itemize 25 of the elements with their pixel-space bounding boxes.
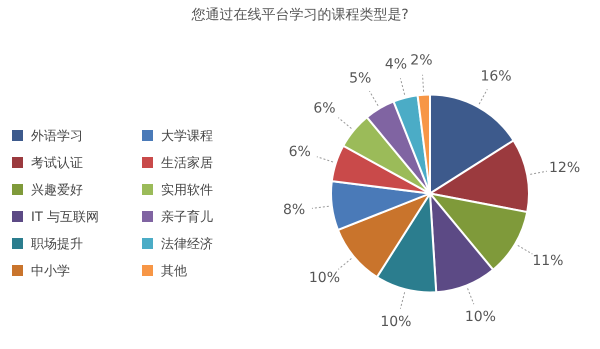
legend-label: 法律经济 [161,236,213,252]
legend-label: IT 与互联网 [31,208,99,226]
data-label: 12% [549,160,580,176]
data-label: 10% [380,314,412,330]
data-label: 8% [282,202,306,218]
legend-label: 实用软件 [161,182,213,198]
data-label: 6% [313,100,336,116]
legend-label: 生活家居 [161,154,213,172]
legend-label: 亲子育儿 [161,208,213,226]
data-label: 6% [288,144,311,160]
data-label: 2% [410,52,433,68]
data-label: 11% [532,252,564,269]
legend-label: 兴趣爱好 [31,182,83,198]
chart-title: 您通过在线平台学习的课程类型是? [190,6,410,24]
data-label: 4% [384,56,408,72]
legend-label: 中小学 [31,262,70,280]
legend-label: 其他 [161,262,187,280]
legend-label: 考试认证 [31,154,83,172]
data-label: 10% [464,308,496,325]
data-label: 16% [480,68,512,85]
data-label: 10% [308,270,340,286]
legend-label: 大学课程 [161,128,213,144]
data-label: 5% [349,70,372,87]
legend-label: 职场提升 [31,236,83,252]
legend-label: 外语学习 [31,128,83,144]
